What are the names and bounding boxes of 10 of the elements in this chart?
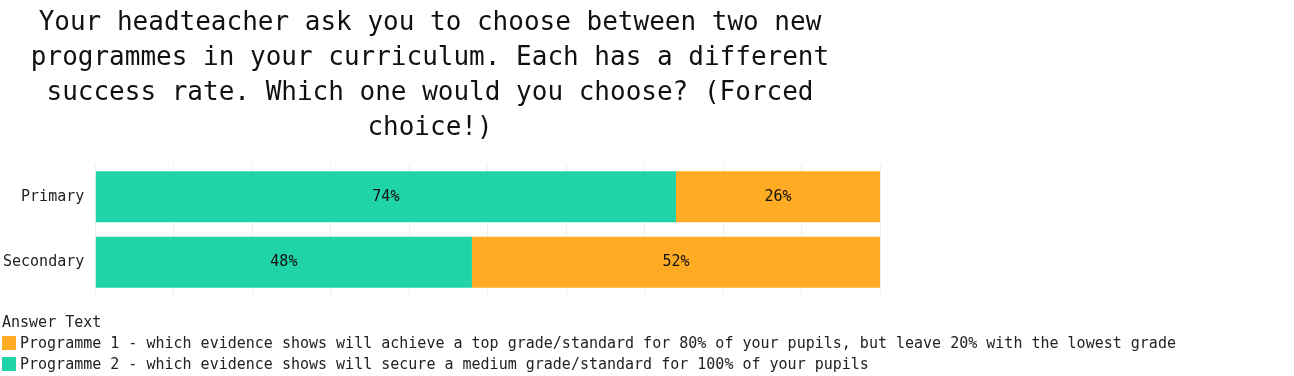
data-label: 52%: [662, 252, 690, 271]
chart-title: Your headteacher ask you to choose between two new programmes in your curriculum. Each has a different success rate. Which one would you choose? (Forced choice!): [29, 5, 831, 143]
legend-label: Programme 2 - which evidence shows will secure a medium grade/standard for 100% of your pupils: [20, 355, 869, 373]
data-label: 26%: [764, 186, 792, 205]
y-tick-label: Secondary: [3, 252, 85, 271]
legend-title: Answer Text: [2, 312, 103, 333]
legend-label: Programme 1 - which evidence shows will achieve a top grade/standard for 80% of your pupils, but leave 20% with the lowest grade: [20, 334, 1176, 352]
data-label: 74%: [372, 186, 400, 205]
y-tick-label: Primary: [21, 186, 85, 205]
data-label: 48%: [270, 252, 298, 271]
